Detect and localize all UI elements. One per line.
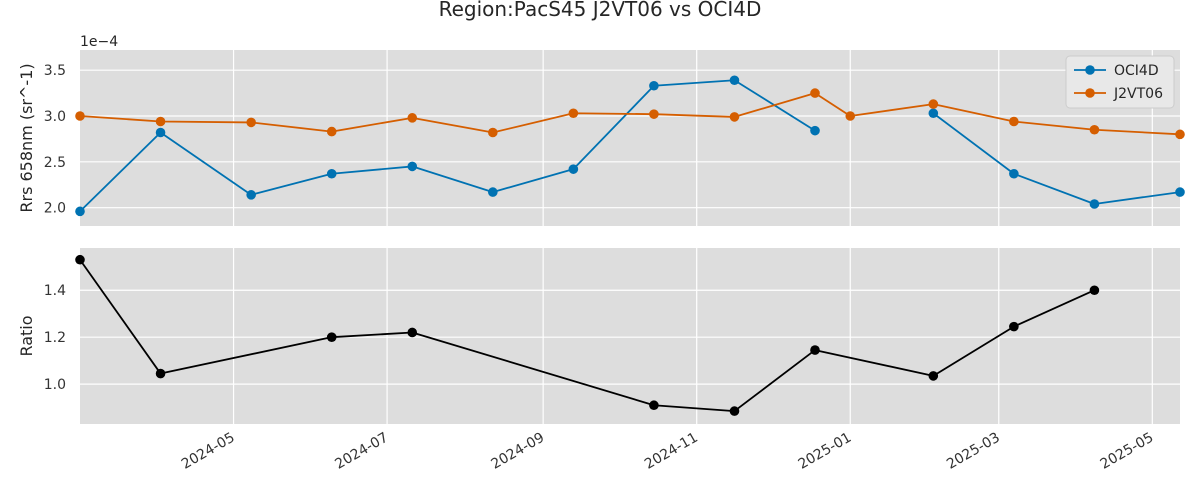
data-point	[1175, 187, 1185, 197]
data-point	[246, 117, 256, 128]
x-tick-label: 2025-03	[944, 430, 1003, 473]
x-tick-label: 2024-09	[488, 430, 547, 473]
x-tick-label: 2025-05	[1098, 430, 1157, 473]
series-ratio	[75, 254, 1100, 416]
y-tick-label: 2.5	[44, 155, 66, 171]
rrs-y-axis-label: Rrs 658nm (sr^-1)	[17, 63, 36, 212]
data-point	[568, 108, 579, 119]
y-tick-label: 1.4	[44, 283, 66, 299]
y-tick-label: 2.0	[44, 201, 66, 217]
legend: OCI4D J2VT06	[1065, 55, 1175, 109]
x-tick-label: 2024-07	[332, 430, 391, 473]
data-point	[810, 88, 820, 98]
rrs-panel: 2.0 2.5 3.0 3.5 1e−4 Rrs 658nm (sr^-1) OCI4…	[17, 34, 1185, 226]
chart-title: Region:PacS45 J2VT06 vs OCI4D	[439, 0, 762, 21]
ratio-plot-area	[80, 248, 1180, 424]
data-point	[246, 190, 256, 200]
series-j2vt06	[75, 88, 1185, 140]
series-line	[79, 259, 1095, 412]
data-point	[407, 113, 418, 123]
legend-marker	[1085, 88, 1095, 98]
rrs-y-ticks: 2.0 2.5 3.0 3.5	[44, 63, 66, 217]
data-point	[928, 99, 939, 109]
data-point	[810, 125, 820, 136]
data-point	[649, 400, 659, 411]
data-point	[407, 161, 418, 172]
data-point	[155, 116, 166, 127]
data-point	[1009, 116, 1019, 127]
data-point	[1175, 129, 1185, 140]
data-point	[326, 126, 337, 137]
legend-marker	[1085, 65, 1095, 75]
y-tick-label: 1.2	[44, 330, 66, 346]
data-point	[1089, 199, 1100, 209]
series-line	[932, 112, 1181, 205]
legend-label: J2VT06	[1113, 86, 1163, 102]
rrs-series	[75, 75, 1185, 217]
data-point	[1009, 168, 1019, 179]
data-point	[75, 111, 85, 121]
data-point	[407, 327, 418, 338]
data-point	[928, 108, 939, 119]
x-tick-label: 2025-01	[796, 430, 855, 473]
ratio-y-ticks: 1.0 1.2 1.4	[44, 283, 66, 393]
x-ticks: 2024-05 2024-07 2024-09 2024-11 2025-01 2025-…	[179, 430, 1156, 473]
data-point	[326, 168, 337, 179]
data-point	[928, 371, 939, 381]
data-point	[729, 75, 740, 86]
x-tick-label: 2024-05	[179, 430, 238, 473]
data-point	[326, 332, 337, 342]
data-point	[1009, 321, 1019, 332]
data-point	[488, 187, 498, 197]
data-point	[649, 80, 659, 91]
data-point	[1089, 285, 1100, 296]
series-line	[79, 79, 816, 212]
data-point	[649, 109, 659, 119]
data-point	[810, 345, 820, 355]
rrs-plot-area	[80, 50, 1180, 226]
data-point	[75, 206, 85, 217]
x-tick-label: 2024-11	[642, 430, 701, 473]
y-tick-label: 3.5	[44, 63, 66, 79]
data-point	[155, 368, 166, 379]
rrs-y-offset-label: 1e−4	[80, 34, 118, 50]
y-tick-label: 1.0	[44, 377, 66, 393]
legend-label: OCI4D	[1114, 63, 1159, 79]
data-point	[155, 127, 166, 138]
data-point	[729, 406, 740, 416]
data-point	[568, 164, 579, 174]
data-point	[488, 127, 498, 138]
data-point	[75, 254, 85, 265]
ratio-panel: 1.01.21.4 2024-05 2024-07 2024-09 2024-11 20…	[17, 248, 1180, 473]
ratio-series	[75, 254, 1100, 416]
y-tick-label: 3.0	[44, 109, 66, 125]
data-point	[1089, 124, 1100, 135]
ratio-y-axis-label: Ratio	[17, 315, 36, 356]
series-oci4d	[75, 75, 1185, 217]
data-point	[845, 111, 856, 121]
data-point	[729, 112, 740, 122]
